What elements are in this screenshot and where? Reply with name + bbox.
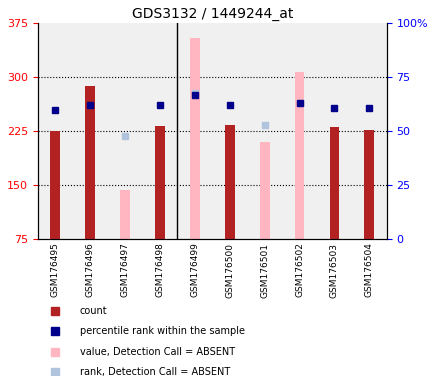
Bar: [50, 131, 60, 240]
Bar: [294, 72, 304, 240]
Text: GSM176502: GSM176502: [294, 243, 303, 297]
Text: GSM176497: GSM176497: [120, 243, 129, 297]
Bar: [155, 126, 164, 240]
Text: GSM176495: GSM176495: [51, 243, 60, 297]
Title: GDS3132 / 1449244_at: GDS3132 / 1449244_at: [132, 7, 293, 21]
Text: GSM176499: GSM176499: [190, 243, 199, 297]
Text: count: count: [79, 306, 107, 316]
Text: percentile rank within the sample: percentile rank within the sample: [79, 326, 244, 336]
Text: GSM176503: GSM176503: [329, 243, 338, 298]
Text: value, Detection Call = ABSENT: value, Detection Call = ABSENT: [79, 346, 234, 356]
Text: rank, Detection Call = ABSENT: rank, Detection Call = ABSENT: [79, 367, 230, 377]
Text: GSM176501: GSM176501: [260, 243, 269, 298]
Bar: [259, 142, 269, 240]
Text: GSM176504: GSM176504: [364, 243, 373, 297]
Bar: [364, 130, 373, 240]
Text: GSM176498: GSM176498: [155, 243, 164, 297]
Bar: [224, 125, 234, 240]
Bar: [190, 38, 199, 240]
Bar: [120, 190, 130, 240]
Text: GSM176500: GSM176500: [225, 243, 234, 298]
Bar: [85, 86, 95, 240]
Text: GSM176496: GSM176496: [85, 243, 95, 297]
Bar: [329, 127, 339, 240]
